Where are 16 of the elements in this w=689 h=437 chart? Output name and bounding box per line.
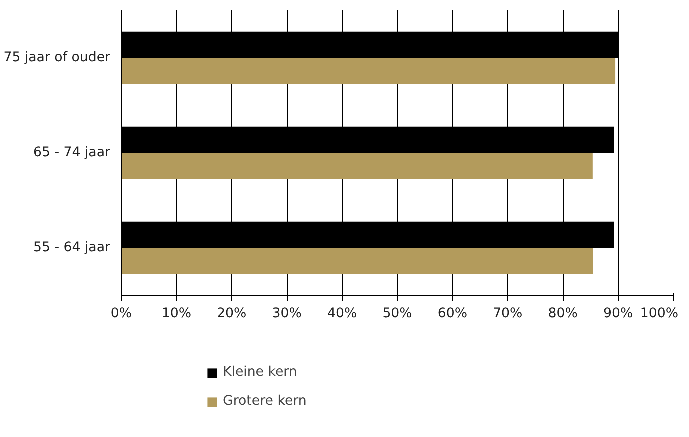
y-tick-label: 55 - 64 jaar bbox=[34, 240, 112, 256]
x-tick-label: 0% bbox=[110, 306, 132, 322]
y-tick-label: 65 - 74 jaar bbox=[34, 146, 112, 160]
x-tick-label: 50% bbox=[382, 306, 412, 322]
x-tick-label: 80% bbox=[548, 306, 578, 322]
legend-label: Grotere kern bbox=[223, 394, 307, 409]
x-tick-label: 100% bbox=[640, 306, 679, 322]
x-tick-label: 20% bbox=[217, 306, 247, 322]
x-tick-label: 60% bbox=[438, 306, 468, 322]
x-tick-label: 10% bbox=[162, 306, 192, 322]
x-tick-label: 90% bbox=[603, 306, 634, 322]
legend-label: Kleine kern bbox=[223, 365, 298, 380]
x-tick-label: 40% bbox=[327, 306, 358, 322]
y-tick-label: 75 jaar of ouder bbox=[4, 50, 112, 66]
x-tick-label: 30% bbox=[272, 306, 302, 322]
x-tick-label: 70% bbox=[493, 306, 523, 322]
